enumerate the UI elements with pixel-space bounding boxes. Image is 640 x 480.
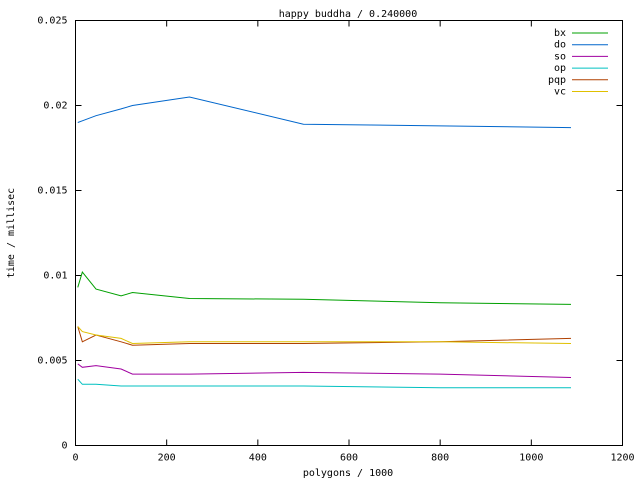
legend-label: op [554,63,566,74]
x-tick-label: 1200 [610,453,634,464]
y-axis-label: time / millisec [6,188,17,278]
y-tick-label: 0 [61,441,67,452]
data-line [77,271,571,305]
x-tick-label: 0 [72,453,78,464]
chart-title: happy buddha / 0.240000 [279,9,417,20]
x-tick-label: 600 [340,453,358,464]
data-line [77,326,572,346]
legend-label: bx [554,28,566,39]
data-line [77,96,571,129]
legend-label: pqp [548,75,566,86]
legend-label: do [554,40,566,51]
data-line [77,326,571,345]
y-tick-label: 0.015 [37,186,67,197]
x-tick-label: 400 [249,453,267,464]
legend-label: vc [554,87,566,98]
legend-label: so [554,51,566,62]
x-tick-label: 200 [158,453,176,464]
x-axis-label: polygons / 1000 [303,468,393,479]
y-tick-label: 0.025 [37,16,67,27]
y-tick-label: 0.02 [43,101,67,112]
x-tick-label: 800 [431,453,449,464]
data-line [77,378,571,389]
y-tick-label: 0.01 [43,271,67,282]
data-line [77,363,572,378]
y-tick-label: 0.005 [37,356,67,367]
x-tick-label: 1000 [519,453,543,464]
